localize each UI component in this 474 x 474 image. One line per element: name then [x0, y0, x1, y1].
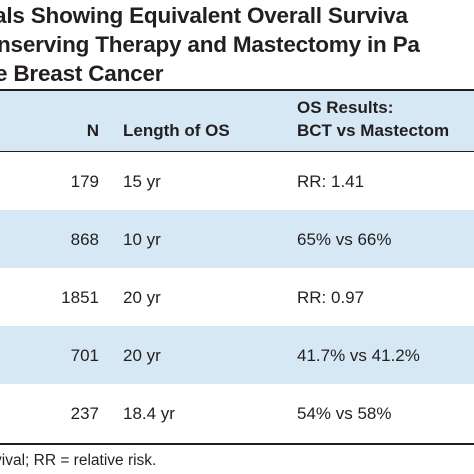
header-rule	[0, 151, 474, 152]
table-row: 701 20 yr 41.7% vs 41.2%	[0, 326, 474, 384]
cell-length: 18.4 yr	[123, 404, 175, 423]
cell-length: 20 yr	[123, 288, 161, 307]
cell-length: 10 yr	[123, 230, 161, 249]
table-row: 179 15 yr RR: 1.41	[0, 152, 474, 210]
title-line-3: e Breast Cancer	[0, 61, 164, 86]
title-line-2: nserving Therapy and Mastectomy in Pa	[0, 32, 420, 57]
bottom-rule	[0, 443, 474, 445]
cell-os-result: 65% vs 66%	[297, 230, 392, 249]
cell-n: 1851	[61, 288, 99, 307]
table-footnote: vival; RR = relative risk.	[0, 452, 157, 469]
top-rule	[0, 89, 474, 91]
table-row: 868 10 yr 65% vs 66%	[0, 210, 474, 268]
cell-length: 15 yr	[123, 172, 161, 191]
cell-length: 20 yr	[123, 346, 161, 365]
header-bct-vs-mastectomy: BCT vs Mastectom	[297, 121, 450, 140]
table-row: 237 18.4 yr 54% vs 58%	[0, 384, 474, 442]
table-title: als Showing Equivalent Overall Surviva n…	[0, 0, 474, 88]
cell-os-result: RR: 0.97	[297, 288, 365, 307]
table-header: N Length of OS OS Results: BCT vs Mastec…	[0, 91, 474, 151]
cell-os-result: 54% vs 58%	[297, 404, 392, 423]
header-length-of-os: Length of OS	[123, 121, 230, 140]
cell-n: 701	[70, 346, 99, 365]
cell-n: 237	[70, 404, 99, 423]
cell-os-result: RR: 1.41	[297, 172, 365, 191]
cell-n: 868	[70, 230, 99, 249]
cell-n: 179	[70, 172, 99, 191]
header-os-results: OS Results:	[297, 98, 394, 117]
header-n: N	[86, 121, 99, 140]
table-row: 1851 20 yr RR: 0.97	[0, 268, 474, 326]
cell-os-result: 41.7% vs 41.2%	[297, 346, 420, 365]
title-line-1: als Showing Equivalent Overall Surviva	[0, 3, 408, 28]
